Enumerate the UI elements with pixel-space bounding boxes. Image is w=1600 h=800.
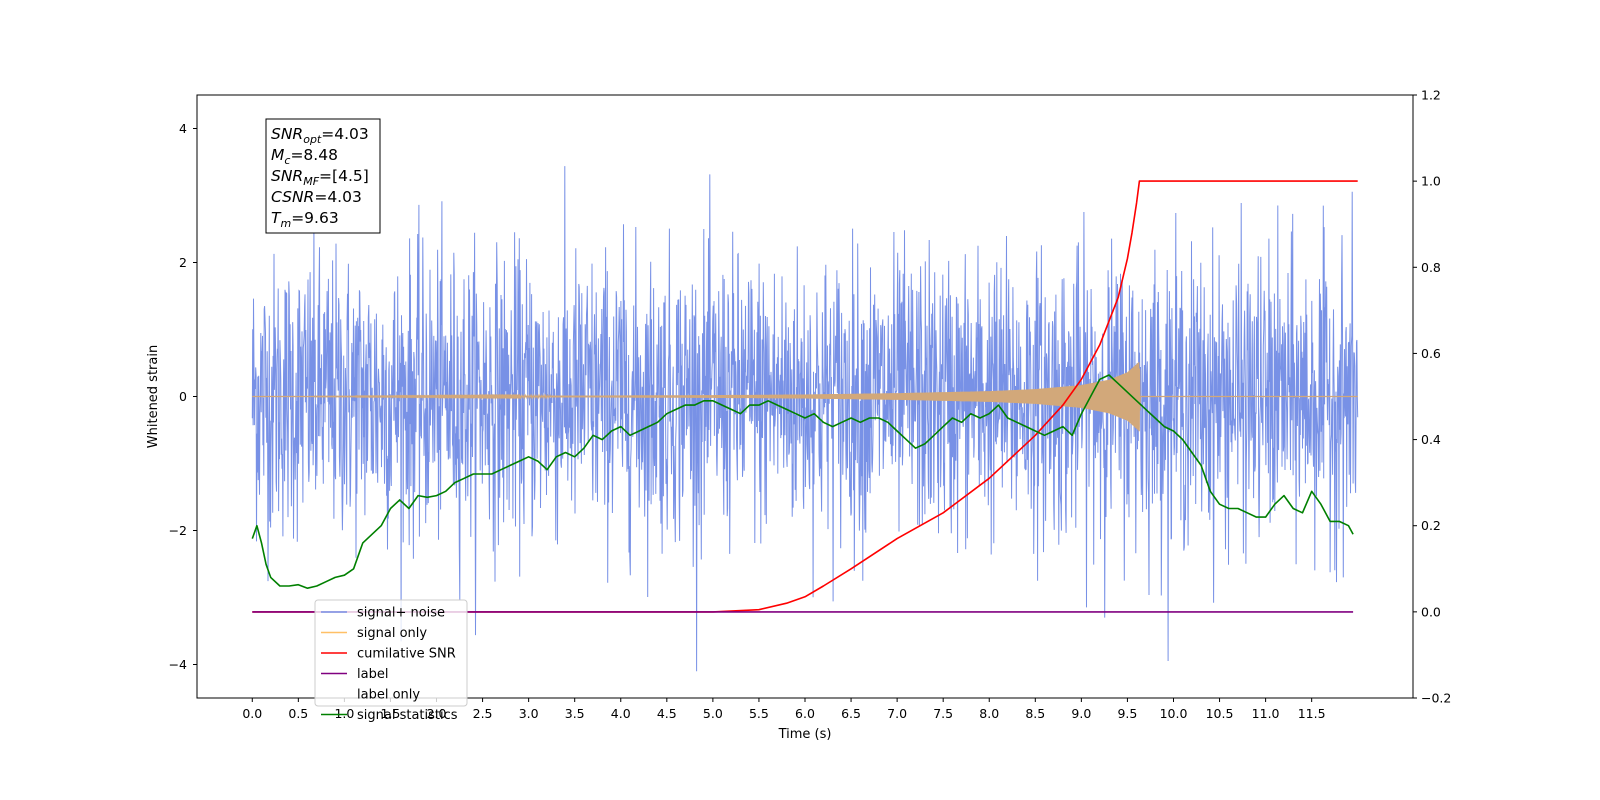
legend-label: signal+ noise <box>357 606 445 621</box>
annotation-chirp-mass: Mc=8.48 <box>271 146 338 167</box>
annotation-merger-time: Tm=9.63 <box>271 209 339 230</box>
noise-trace-path <box>251 166 1359 672</box>
y2-tick-label: 0.0 <box>1421 604 1441 619</box>
x-tick-label: 2.0 <box>427 706 447 721</box>
x-tick-label: 0.5 <box>288 706 308 721</box>
y-tick-label: 2 <box>179 255 187 270</box>
legend-label: label <box>357 667 388 682</box>
x-tick-label: 1.0 <box>334 706 354 721</box>
signal-only-trace <box>252 362 1358 432</box>
x-tick-label: 0.0 <box>242 706 262 721</box>
legend-frame <box>314 599 468 707</box>
y-tick-label: −2 <box>169 523 187 538</box>
x-tick-label: 3.5 <box>565 706 585 721</box>
y2-tick-label: 0.2 <box>1421 518 1441 533</box>
x-tick-label: 10.5 <box>1206 706 1234 721</box>
x-tick-label: 8.5 <box>1025 706 1045 721</box>
x-tick-label: 4.0 <box>611 706 631 721</box>
x-tick-label: 9.5 <box>1117 706 1137 721</box>
y-tick-label: 4 <box>179 121 187 136</box>
annotation-snr-opt: SNRopt=4.03 <box>271 125 369 146</box>
y2-tick-label: −0.2 <box>1421 691 1451 706</box>
y2-tick-label: 1.0 <box>1421 174 1441 189</box>
x-tick-label: 6.0 <box>795 706 815 721</box>
y2-tick-label: 0.6 <box>1421 346 1441 361</box>
legend-label: label only <box>357 688 420 703</box>
x-tick-label: 5.5 <box>749 706 769 721</box>
x-tick-label: 11.0 <box>1252 706 1280 721</box>
y-tick-label: 0 <box>179 389 187 404</box>
annotation-snr-mf: SNRMF=[4.5] <box>271 167 369 188</box>
annotation-box: SNRopt=4.03 Mc=8.48 SNRMF=[4.5] CSNR=4.0… <box>265 118 381 234</box>
legend-label: cumilative SNR <box>357 647 456 662</box>
legend-label: signal statistics <box>357 708 458 723</box>
x-tick-label: 10.0 <box>1160 706 1188 721</box>
legend: signal+ noise signal only cumilative SNR la… <box>314 599 468 723</box>
x-axis-label: Time (s) <box>778 727 832 742</box>
legend-label: signal only <box>357 626 427 641</box>
x-tick-label: 5.0 <box>703 706 723 721</box>
x-tick-label: 4.5 <box>657 706 677 721</box>
annotation-csnr: CSNR=4.03 <box>271 188 362 206</box>
y-axis-label: Whitened strain <box>146 345 161 448</box>
y2-tick-label: 1.2 <box>1421 88 1441 103</box>
signal-statistics-line <box>251 374 1354 589</box>
y2-tick-label: 0.4 <box>1421 432 1441 447</box>
y-tick-label: −4 <box>169 657 187 672</box>
x-tick-label: 6.5 <box>841 706 861 721</box>
cumulative-snr-line <box>252 180 1358 613</box>
x-tick-label: 9.0 <box>1071 706 1091 721</box>
x-tick-label: 7.0 <box>887 706 907 721</box>
signal-noise-trace <box>251 166 1359 672</box>
axis-ticks: 0.0 0.5 1.0 1.5 2.0 2.5 3.0 3.5 4.0 4.5 5.0 5.5 6.0 6… <box>169 88 1452 722</box>
x-tick-label: 2.5 <box>473 706 493 721</box>
x-tick-label: 11.5 <box>1298 706 1326 721</box>
x-tick-label: 1.5 <box>381 706 401 721</box>
x-tick-label: 7.5 <box>933 706 953 721</box>
annotation-box-frame <box>265 118 381 234</box>
y2-tick-label: 0.8 <box>1421 260 1441 275</box>
x-tick-label: 8.0 <box>979 706 999 721</box>
x-tick-label: 3.0 <box>519 706 539 721</box>
signal-only-path <box>252 362 1358 432</box>
